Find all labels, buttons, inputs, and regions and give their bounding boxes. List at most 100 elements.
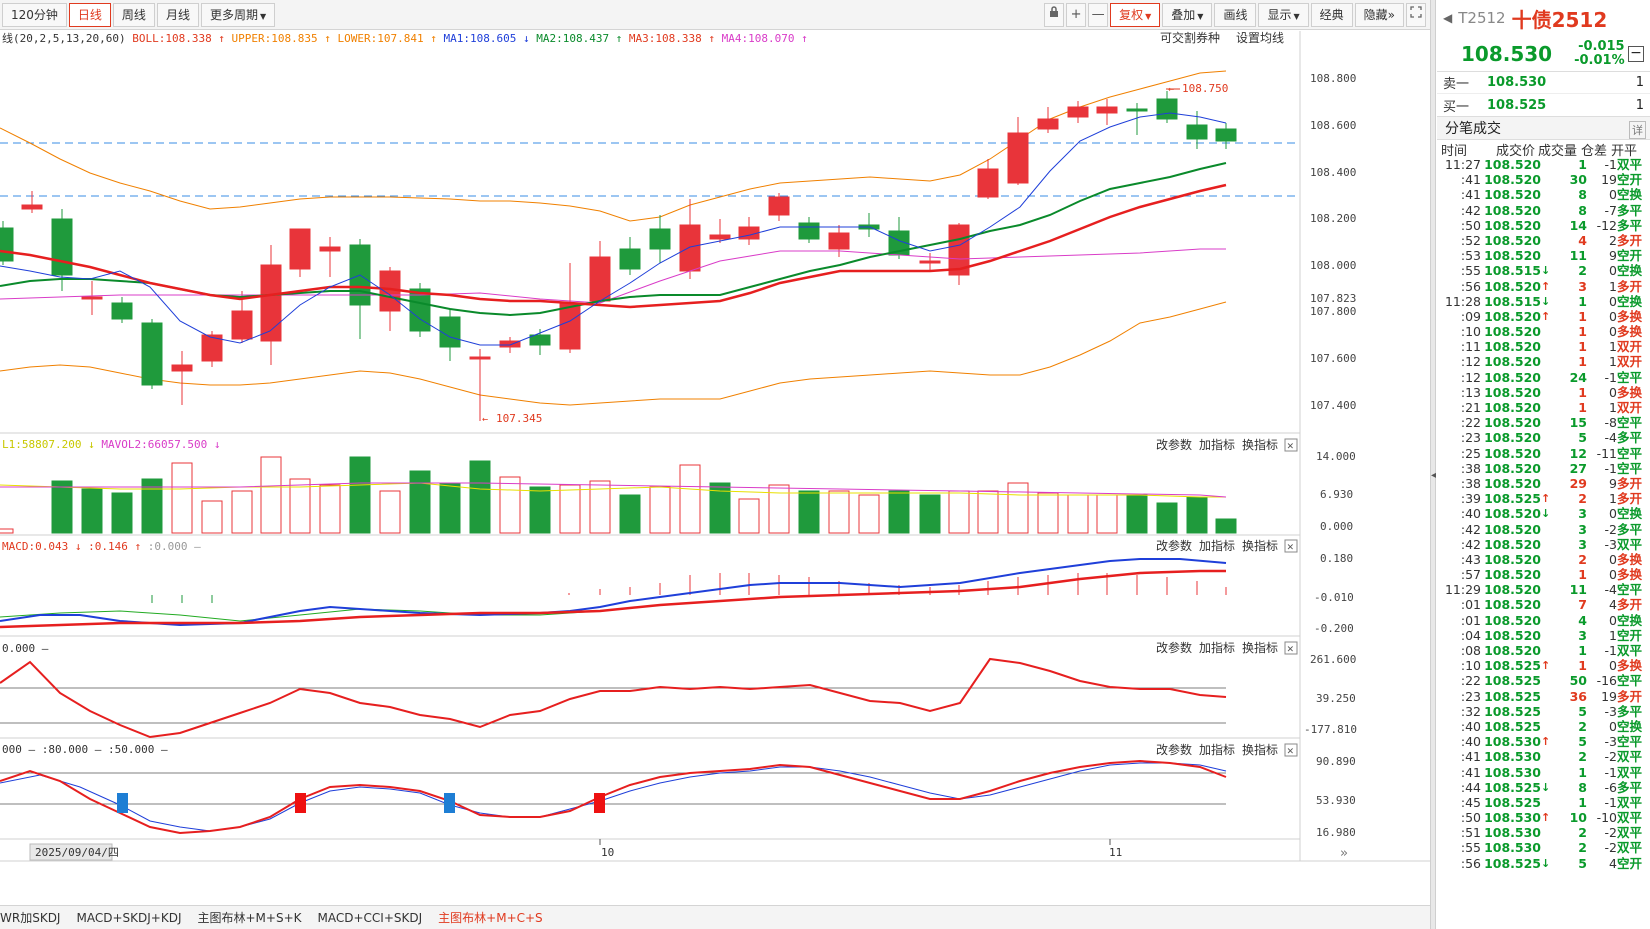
switch-indicator-link[interactable]: 换指标	[1242, 742, 1278, 757]
switch-indicator-link[interactable]: 换指标	[1242, 437, 1278, 452]
volume-bar	[738, 498, 760, 534]
volume-bars	[0, 456, 1237, 534]
tick-oi-change: 0	[1609, 293, 1617, 309]
scroll-right-icon[interactable]: »	[1340, 846, 1348, 861]
tick-open-close: 双平	[1617, 749, 1643, 765]
period-120min[interactable]: 120分钟	[2, 2, 67, 27]
period-monthly[interactable]: 月线	[156, 2, 199, 27]
tick-time: :41	[1460, 172, 1481, 188]
candle	[589, 241, 611, 303]
add-indicator-link[interactable]: 加指标	[1199, 538, 1235, 553]
volume-bar	[948, 490, 970, 534]
display-dropdown[interactable]: 显示 ▼	[1258, 2, 1309, 27]
tick-open-close: 空换	[1617, 506, 1643, 522]
prev-instrument-icon[interactable]: ◀	[1443, 11, 1453, 25]
ma-settings-link[interactable]: 设置均线	[1236, 31, 1284, 45]
add-indicator-link[interactable]: 加指标	[1199, 437, 1235, 452]
period-daily[interactable]: 日线	[68, 2, 111, 27]
overlay-dropdown[interactable]: 叠加 ▼	[1162, 2, 1213, 27]
y-tick: 108.800	[1310, 72, 1356, 85]
zoom-out-button[interactable]: —	[1088, 2, 1109, 27]
main-y-axis: 108.800 108.600 108.400 108.200 108.000 …	[1310, 72, 1356, 412]
tick-row: :38 108.520 27 -1 空平	[1437, 461, 1650, 476]
change-params-link[interactable]: 改参数	[1156, 742, 1192, 757]
period-weekly[interactable]: 周线	[112, 2, 155, 27]
instrument-name: 十债2512	[1511, 7, 1608, 32]
tick-list[interactable]: 11:27 108.520 1 -1 双平:41 108.520 30 19 空开:41 108.…	[1437, 157, 1650, 871]
close-pane-icon[interactable]	[1284, 438, 1298, 452]
tick-open-close: 多平	[1617, 703, 1643, 719]
panel-splitter[interactable]: ◂	[1430, 0, 1436, 929]
change-params-link[interactable]: 改参数	[1156, 640, 1192, 655]
add-indicator-link[interactable]: 加指标	[1199, 640, 1235, 655]
tick-price: 108.530	[1484, 840, 1541, 856]
minimize-icon[interactable]: −	[1628, 46, 1644, 62]
close-pane-icon[interactable]	[1284, 641, 1298, 655]
tick-price: 108.520	[1484, 612, 1541, 628]
candle	[948, 223, 970, 285]
detail-button[interactable]: 详	[1629, 121, 1646, 139]
tick-row: :32 108.525 5 -3 多平	[1437, 704, 1650, 719]
tick-open-close: 空换	[1617, 612, 1643, 628]
kline-chart-svg[interactable]: 线(20,2,5,13,20,60) BOLL:108.338 ↑ UPPER:…	[0, 30, 1430, 905]
lock-icon[interactable]	[1044, 2, 1065, 27]
collapse-left-icon[interactable]: ◂	[1431, 470, 1437, 481]
template-tab[interactable]: MACD+SKDJ+KDJ	[76, 910, 182, 925]
hide-button[interactable]: 隐藏»	[1354, 2, 1404, 27]
classic-button[interactable]: 经典	[1310, 2, 1353, 27]
tick-oi-change: -4	[1604, 582, 1617, 598]
close-pane-icon[interactable]	[1284, 539, 1298, 553]
tick-volume: 5	[1578, 703, 1587, 719]
kdj-signal-marker	[117, 793, 128, 813]
tick-price: 108.520	[1484, 324, 1541, 340]
fullscreen-icon[interactable]	[1406, 2, 1426, 27]
volume-bar	[1126, 494, 1148, 534]
tick-row: :56 108.520 ↑ 3 1 多开	[1437, 279, 1650, 294]
template-tab[interactable]: MACD+CCI+SKDJ	[317, 910, 423, 925]
change-params-link[interactable]: 改参数	[1156, 437, 1192, 452]
tick-direction-icon	[1541, 233, 1551, 248]
draw-line-button[interactable]: 画线	[1214, 2, 1257, 27]
tick-row: :22 108.525 50 -16 空平	[1437, 673, 1650, 688]
switch-indicator-link[interactable]: 换指标	[1242, 640, 1278, 655]
chevron-down-icon: ▼	[1197, 11, 1204, 21]
tick-direction-icon	[1541, 385, 1551, 400]
tick-price: 108.520	[1484, 475, 1541, 491]
tick-row: :55 108.515 ↓ 2 0 空换	[1437, 263, 1650, 278]
bid-volume: 1	[1635, 97, 1644, 113]
tick-columns: 时间 成交价 成交量 仓差 开平	[1437, 140, 1650, 159]
tick-price: 108.530	[1484, 749, 1541, 765]
legend-item: L1:58807.200 ↓	[2, 438, 95, 451]
change-params-link[interactable]: 改参数	[1156, 538, 1192, 553]
tick-price: 108.520	[1484, 400, 1541, 415]
svg-text:←: ←	[1168, 84, 1174, 95]
legend-item: 0.000 –	[2, 642, 49, 655]
tick-row: :40 108.520 ↓ 3 0 空换	[1437, 506, 1650, 521]
chart-area[interactable]: 线(20,2,5,13,20,60) BOLL:108.338 ↑ UPPER:…	[0, 30, 1430, 929]
template-tab[interactable]: 主图布林+M+S+K	[197, 911, 302, 925]
ask-row: 卖一 108.530 1	[1437, 72, 1650, 94]
fuquan-dropdown[interactable]: 复权 ▼	[1110, 2, 1161, 27]
tick-volume: 50	[1569, 673, 1587, 689]
tick-direction-icon: ↑	[1541, 279, 1551, 293]
tick-price: 108.530	[1484, 825, 1541, 841]
tick-oi-change: 0	[1609, 612, 1617, 628]
candle	[768, 193, 790, 221]
zoom-in-button[interactable]: +	[1066, 2, 1087, 27]
close-pane-icon[interactable]	[1284, 743, 1298, 757]
more-periods-dropdown[interactable]: 更多周期 ▼	[200, 2, 276, 27]
template-tab-active[interactable]: 主图布林+M+C+S	[438, 911, 543, 925]
candle	[828, 225, 850, 257]
tick-row: :40 108.525 2 0 空换	[1437, 719, 1650, 734]
switch-indicator-link[interactable]: 换指标	[1242, 538, 1278, 553]
tick-time: :22	[1460, 415, 1481, 431]
tick-direction-icon	[1541, 461, 1551, 476]
deliverable-bonds-link[interactable]: 可交割券种	[1160, 30, 1220, 45]
tick-open-close: 空换	[1617, 293, 1643, 309]
tick-open-close: 双开	[1617, 354, 1643, 370]
tick-time: :42	[1460, 521, 1481, 537]
tick-oi-change: 1	[1609, 400, 1617, 415]
add-indicator-link[interactable]: 加指标	[1199, 742, 1235, 757]
y-tick: 53.930	[1316, 794, 1356, 807]
template-tab[interactable]: WR加SKDJ	[0, 911, 61, 925]
